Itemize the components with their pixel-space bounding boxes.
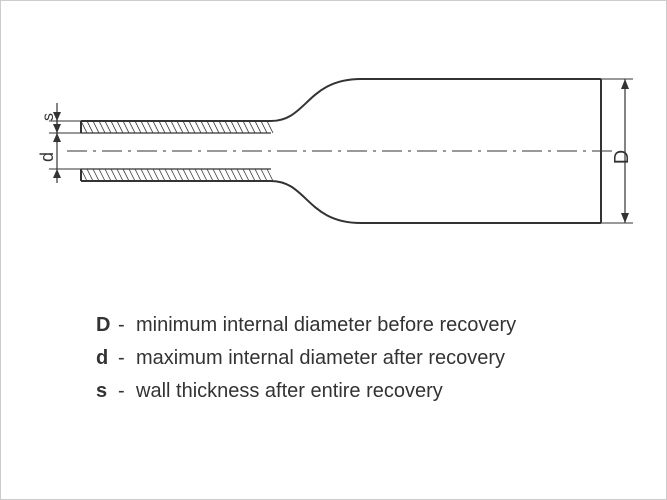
svg-text:d: d [37,152,57,162]
legend-definition: wall thickness after entire recovery [136,377,443,406]
svg-text:D: D [611,150,633,164]
legend-row: D - minimum internal diameter before rec… [96,311,516,340]
legend-symbol: D [96,311,118,340]
legend-dash: - [118,311,136,340]
legend-symbol: s [96,377,118,406]
legend-definition: maximum internal diameter after recovery [136,344,505,373]
legend-definition: minimum internal diameter before recover… [136,311,516,340]
legend-dash: - [118,377,136,406]
legend-dash: - [118,344,136,373]
legend-symbol: d [96,344,118,373]
svg-text:s: s [40,113,57,121]
legend: D - minimum internal diameter before rec… [96,311,516,410]
legend-row: d - maximum internal diameter after reco… [96,344,516,373]
legend-row: s - wall thickness after entire recovery [96,377,516,406]
heat-shrink-diagram: Dd s [21,41,651,271]
